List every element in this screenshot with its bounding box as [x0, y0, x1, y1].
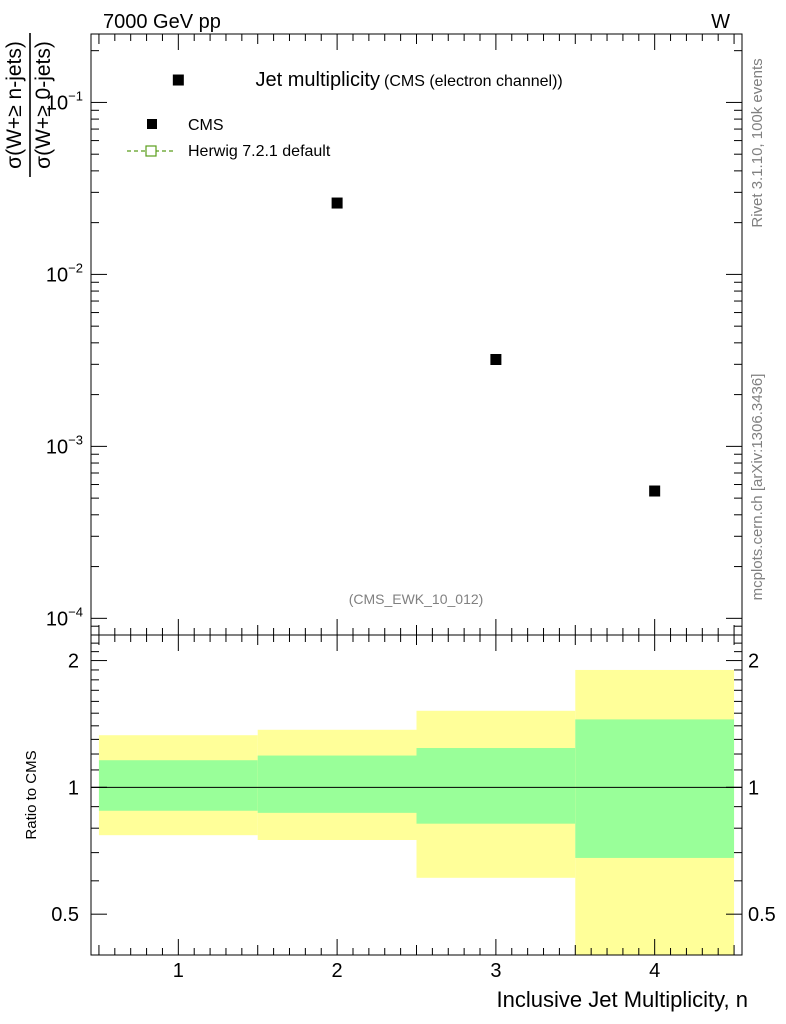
rivet-version-label: Rivet 3.1.10, 100k events — [749, 58, 766, 227]
analysis-watermark: (CMS_EWK_10_012) — [349, 591, 484, 607]
header-process-label: W — [711, 11, 730, 33]
main-y-tick-label: 10−1 — [46, 88, 83, 114]
ratio-inner-band — [257, 755, 417, 813]
x-tick-label: 1 — [173, 960, 184, 982]
legend-cms-label: CMS — [188, 117, 224, 134]
mcplots-label: mcplots.cern.ch [arXiv:1306.3436] — [749, 374, 766, 601]
ratio-inner-band — [575, 719, 735, 858]
ylabel-denominator: σ(W+≥ 0-jets) — [32, 41, 55, 169]
main-panel: 110−110−210−310−4 Jet multiplicity (CMS … — [46, 33, 743, 636]
header-energy-label: 7000 GeV pp — [103, 11, 221, 33]
main-ylabel: σ(W+≥ n-jets) σ(W+≥ 0-jets) — [3, 33, 55, 177]
main-y-tick-label: 10−4 — [46, 604, 83, 630]
main-y-tick-labels: 110−110−210−310−4 — [46, 88, 83, 630]
ratio-ylabel: Ratio to CMS — [23, 750, 40, 839]
data-points — [172, 74, 661, 497]
main-tick-marks — [91, 34, 742, 636]
ratio-y-tick-label: 2 — [68, 651, 79, 673]
cms-data-point — [331, 197, 343, 209]
x-axis-label: Inclusive Jet Multiplicity, n — [497, 987, 748, 1012]
ratio-y-tick-labels-right: 210.5 — [748, 651, 776, 927]
x-tick-labels: 1 2 3 4 — [173, 960, 660, 982]
ratio-y-tick-label-right: 0.5 — [748, 904, 776, 926]
cms-data-point — [172, 74, 184, 86]
ratio-y-tick-label: 0.5 — [51, 904, 79, 926]
ratio-inner-band — [98, 760, 258, 811]
legend: CMS Herwig 7.2.1 default — [127, 117, 331, 160]
main-chart-subtitle: (CMS (electron channel)) — [384, 73, 563, 90]
ratio-tick-marks — [91, 635, 742, 956]
legend-cms-marker — [147, 119, 157, 129]
ratio-inner-band — [416, 748, 576, 824]
ratio-y-tick-label-right: 1 — [748, 777, 759, 799]
x-tick-label: 2 — [332, 960, 343, 982]
cms-data-point — [649, 485, 661, 497]
main-chart-title: Jet multiplicity — [256, 69, 380, 91]
ratio-y-tick-label: 1 — [68, 777, 79, 799]
main-y-tick-label: 10−2 — [46, 260, 83, 286]
x-tick-label: 4 — [649, 960, 660, 982]
ylabel-numerator: σ(W+≥ n-jets) — [3, 41, 26, 169]
cms-data-point — [490, 353, 502, 365]
legend-herwig-label: Herwig 7.2.1 default — [188, 143, 331, 160]
ratio-y-tick-label-right: 2 — [748, 651, 759, 673]
main-y-tick-label: 10−3 — [46, 432, 83, 458]
legend-herwig-marker — [145, 145, 157, 157]
ratio-uncertainty-bands — [98, 669, 735, 955]
ratio-y-tick-labels-left: 210.5 — [51, 651, 79, 927]
x-tick-label: 3 — [490, 960, 501, 982]
